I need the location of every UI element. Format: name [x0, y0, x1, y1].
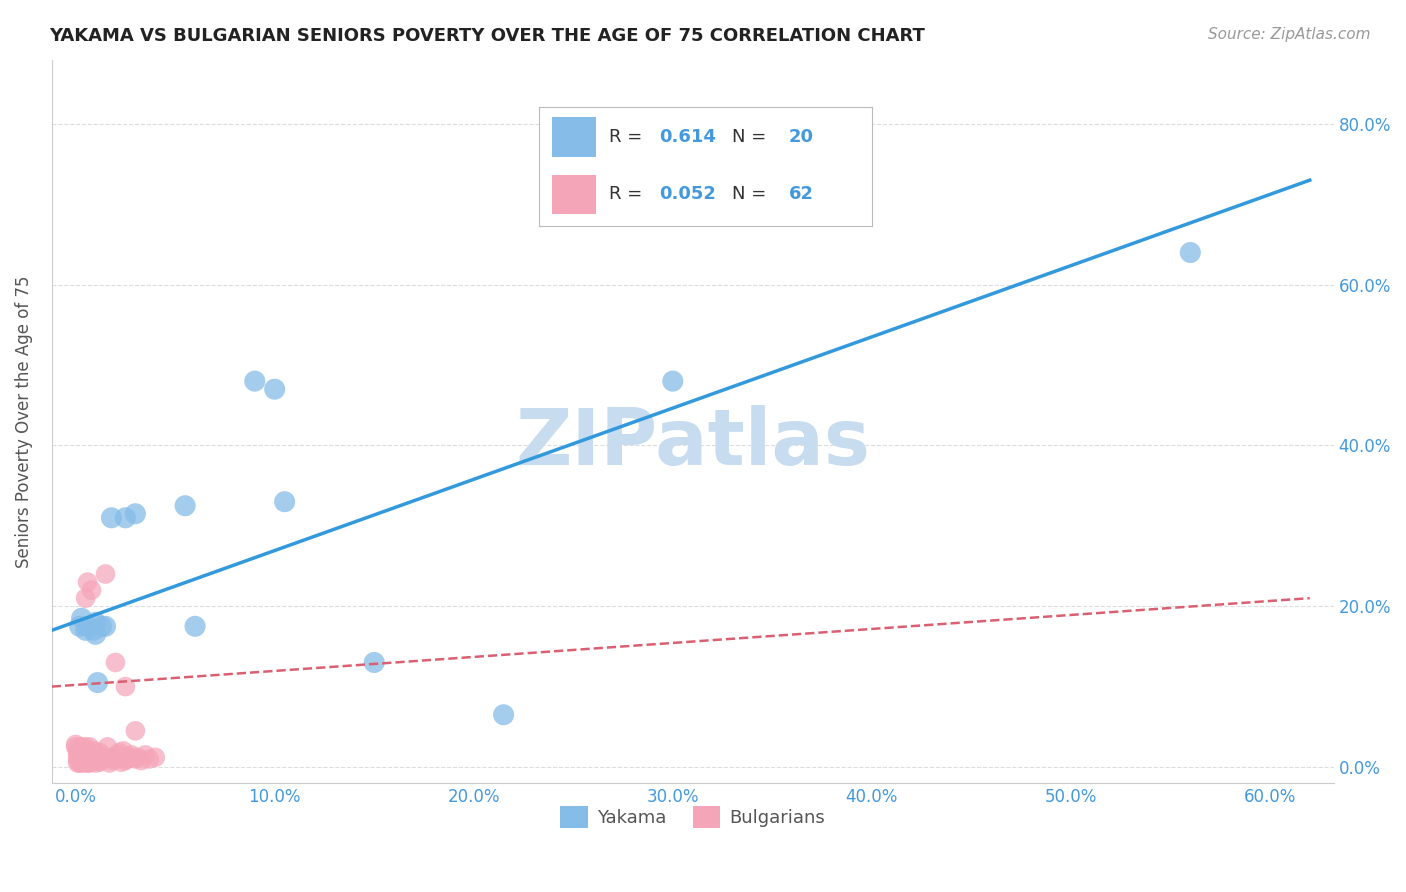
Point: [263, 382, 285, 396]
Point: [138, 752, 160, 766]
Point: [124, 752, 146, 766]
Point: [108, 746, 131, 760]
Point: [70, 746, 93, 760]
Point: [66, 756, 89, 770]
Point: [72, 747, 94, 761]
Point: [76, 575, 98, 590]
Point: [75, 744, 97, 758]
Point: [75, 750, 97, 764]
Point: [100, 510, 122, 524]
Point: [84, 615, 107, 630]
Point: [103, 754, 125, 768]
Point: [143, 750, 166, 764]
Point: [120, 747, 142, 762]
Point: [69, 756, 91, 770]
Point: [104, 656, 127, 670]
Point: [70, 739, 93, 754]
Point: [76, 619, 98, 633]
Point: [75, 739, 97, 754]
Point: [76, 756, 98, 770]
Text: Source: ZipAtlas.com: Source: ZipAtlas.com: [1208, 27, 1371, 42]
Point: [80, 583, 103, 598]
Point: [75, 747, 97, 761]
Point: [174, 499, 197, 513]
Point: [118, 750, 141, 764]
Point: [79, 746, 101, 760]
Point: [79, 756, 101, 770]
Point: [124, 723, 146, 738]
Point: [65, 739, 87, 754]
Point: [75, 756, 97, 770]
Point: [94, 619, 117, 633]
Point: [98, 756, 121, 770]
Point: [89, 746, 111, 760]
Point: [96, 739, 118, 754]
Text: ZIPatlas: ZIPatlas: [515, 405, 870, 481]
Point: [273, 494, 295, 508]
Point: [1180, 245, 1202, 260]
Point: [84, 627, 107, 641]
Point: [90, 754, 112, 768]
Point: [184, 619, 207, 633]
Point: [107, 747, 129, 762]
Point: [70, 756, 93, 770]
Point: [84, 752, 107, 766]
Point: [131, 754, 153, 768]
Point: [83, 744, 105, 758]
Point: [66, 752, 89, 766]
Point: [94, 750, 117, 764]
Point: [83, 755, 105, 769]
Point: [90, 619, 112, 633]
Legend: Yakama, Bulgarians: Yakama, Bulgarians: [553, 799, 832, 836]
Point: [80, 755, 103, 769]
Y-axis label: Seniors Poverty Over the Age of 75: Seniors Poverty Over the Age of 75: [15, 275, 32, 567]
Point: [66, 744, 89, 758]
Text: YAKAMA VS BULGARIAN SENIORS POVERTY OVER THE AGE OF 75 CORRELATION CHART: YAKAMA VS BULGARIAN SENIORS POVERTY OVER…: [49, 27, 925, 45]
Point: [492, 707, 515, 722]
Point: [94, 567, 117, 582]
Point: [363, 656, 385, 670]
Point: [84, 756, 107, 770]
Point: [79, 739, 101, 754]
Point: [84, 746, 107, 760]
Point: [80, 747, 103, 762]
Point: [134, 747, 156, 762]
Point: [114, 510, 136, 524]
Point: [114, 680, 136, 694]
Point: [86, 754, 108, 768]
Point: [79, 752, 101, 766]
Point: [124, 507, 146, 521]
Point: [110, 755, 132, 769]
Point: [69, 746, 91, 760]
Point: [117, 752, 139, 766]
Point: [93, 752, 115, 766]
Point: [127, 750, 149, 764]
Point: [70, 750, 93, 764]
Point: [100, 750, 122, 764]
Point: [662, 374, 685, 388]
Point: [86, 675, 108, 690]
Point: [70, 611, 93, 625]
Point: [114, 754, 136, 768]
Point: [72, 742, 94, 756]
Point: [83, 624, 105, 638]
Point: [72, 751, 94, 765]
Point: [69, 752, 91, 766]
Point: [75, 591, 97, 606]
Point: [89, 755, 111, 769]
Point: [104, 752, 127, 766]
Point: [66, 747, 89, 762]
Point: [243, 374, 266, 388]
Point: [65, 738, 87, 752]
Point: [75, 754, 97, 768]
Point: [69, 619, 91, 633]
Point: [69, 739, 91, 754]
Point: [112, 744, 135, 758]
Point: [72, 755, 94, 769]
Point: [76, 747, 98, 762]
Point: [75, 624, 97, 638]
